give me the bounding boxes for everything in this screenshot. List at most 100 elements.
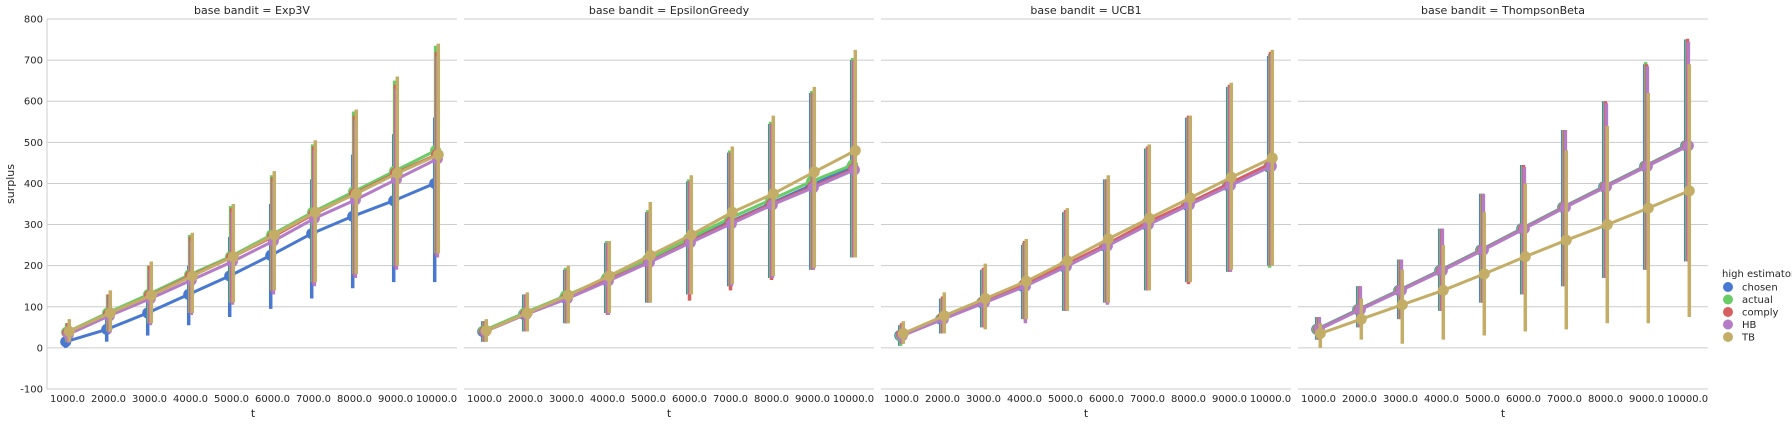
y-tick-label: 300 [24,220,43,231]
data-point [767,188,779,200]
data-point [603,270,615,282]
data-point [1560,234,1572,246]
series-line [902,156,1273,335]
data-point [1020,275,1032,287]
x-tick-label: 1000.0 [467,394,502,405]
data-point [849,145,861,157]
x-tick-label: 7000.0 [713,394,748,405]
x-tick-label: 3000.0 [132,394,167,405]
x-tick-label: 5000.0 [214,394,249,405]
series-actual [61,45,442,342]
x-tick-label: 8000.0 [1171,394,1206,405]
series-actual [1312,39,1693,340]
series-line [901,164,1273,337]
x-tick-label: 7000.0 [296,394,331,405]
data-point [1143,212,1155,224]
x-tick-label: 4000.0 [1424,394,1459,405]
legend-item: chosen [1742,283,1778,294]
series-line [1319,189,1690,335]
x-tick-label: 5000.0 [1048,394,1083,405]
data-point [432,149,444,161]
data-point [104,307,116,319]
data-point [1184,192,1196,204]
x-tick-label: 3000.0 [549,394,584,405]
y-tick-label: 500 [24,138,43,149]
data-point [268,229,280,241]
data-point [145,289,157,301]
data-point [808,166,820,178]
x-tick-label: 5000.0 [1465,394,1500,405]
x-axis-label: t [251,407,256,420]
legend-marker [1723,294,1733,305]
series-comply [479,60,859,342]
data-point [1355,313,1367,325]
data-point [726,206,738,218]
x-tick-label: 6000.0 [672,394,707,405]
series-hb [896,53,1277,344]
x-tick-label: 9000.0 [1212,394,1247,405]
data-point [1437,284,1449,296]
panel-title: base bandit = Exp3V [194,4,310,17]
x-tick-label: 4000.0 [590,394,625,405]
data-point [1102,233,1114,245]
x-tick-label: 8000.0 [1588,394,1623,405]
x-tick-label: 9000.0 [1629,394,1664,405]
data-point [1225,171,1237,183]
x-tick-label: 9000.0 [378,394,413,405]
x-tick-label: 2000.0 [925,394,960,405]
data-point [521,307,533,319]
x-axis-label: t [1501,407,1506,420]
legend-item: actual [1742,295,1773,306]
x-tick-label: 3000.0 [1383,394,1418,405]
panel-title: base bandit = UCB1 [1030,4,1141,17]
series-actual [478,58,859,342]
series-hb [62,56,443,343]
data-point [391,167,403,179]
data-point [685,229,697,241]
series-line [1318,144,1690,331]
series-line [65,149,437,334]
data-point [1396,299,1408,311]
data-point [63,325,75,337]
series-line [485,149,856,332]
facet-panel-2: 1000.0 2000.0 3000.0 4000.0 5000.0 6000.0 7000… [464,4,874,420]
y-tick-label: 200 [24,261,43,272]
x-tick-label: 4000.0 [173,394,208,405]
legend-item: HB [1742,320,1757,331]
y-tick-label: 100 [24,302,43,313]
legend-title: high estimator [1722,269,1792,280]
data-point [227,251,239,263]
series-actual [895,53,1276,346]
x-tick-label: 1000.0 [50,394,85,405]
series-hb [479,60,860,342]
x-tick-label: 2000.0 [91,394,126,405]
data-point [897,328,909,339]
series-chosen [1311,39,1692,340]
series-hb [1313,41,1694,340]
legend-item: comply [1742,308,1778,319]
x-tick-label: 10000.0 [1667,394,1708,405]
data-point [938,310,950,322]
x-tick-label: 4000.0 [1007,394,1042,405]
data-point [1642,202,1654,214]
x-tick-label: 6000.0 [1089,394,1124,405]
panel-title: base bandit = ThompsonBeta [1421,4,1585,17]
series-tb [63,43,444,342]
x-tick-label: 10000.0 [1250,394,1291,405]
legend-marker [1723,307,1733,317]
y-tick-label: 600 [24,97,43,108]
x-tick-label: 6000.0 [255,394,290,405]
x-tick-label: 3000.0 [966,394,1001,405]
data-point [1061,255,1073,267]
series-line [67,157,439,336]
series-comply [62,51,442,342]
x-tick-label: 8000.0 [754,394,789,405]
x-tick-label: 2000.0 [1342,394,1377,405]
y-tick-label: 0 [37,343,43,354]
series-line [68,153,439,333]
series-tb [897,49,1278,344]
series-tb [1314,64,1695,348]
series-line [65,182,436,344]
